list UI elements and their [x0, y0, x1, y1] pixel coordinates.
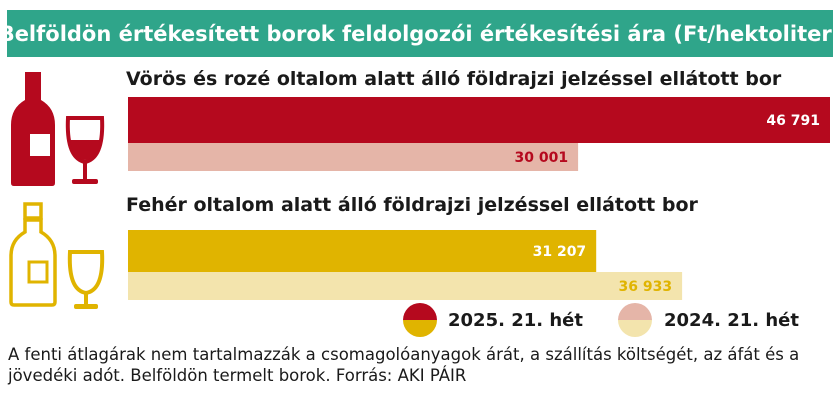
label-white-2025: 31 207 [533, 244, 587, 260]
group-title-white: Fehér oltalom alatt álló földrajzi jelzé… [126, 194, 698, 216]
label-red-2024: 30 001 [515, 150, 569, 166]
red-wine-bottle-icon [11, 72, 55, 186]
title-bar: Belföldön értékesített borok feldolgozói… [0, 10, 840, 57]
bar-red-2025 [128, 97, 830, 143]
label-white-2024: 36 933 [619, 279, 673, 295]
label-red-2025: 46 791 [766, 113, 820, 129]
chart-title: Belföldön értékesített borok feldolgozói… [0, 21, 840, 46]
white-wine-glass-icon [67, 250, 105, 309]
footnote: A fenti átlagárak nem tartalmazzák a cso… [8, 345, 800, 385]
legend-marker-2025 [403, 303, 437, 337]
bar-red-2024 [128, 143, 579, 171]
bar-white-2025 [128, 230, 597, 272]
legend-marker-2024 [618, 303, 652, 337]
bar-white-2024 [128, 272, 683, 300]
white-wine-bottle-icon [9, 202, 57, 307]
legend-label-2024: 2024. 21. hét [664, 310, 799, 331]
legend-label-2025: 2025. 21. hét [448, 310, 583, 331]
red-wine-glass-icon [65, 116, 105, 184]
group-title-red: Vörös és rozé oltalom alatt álló földraj… [126, 68, 782, 90]
